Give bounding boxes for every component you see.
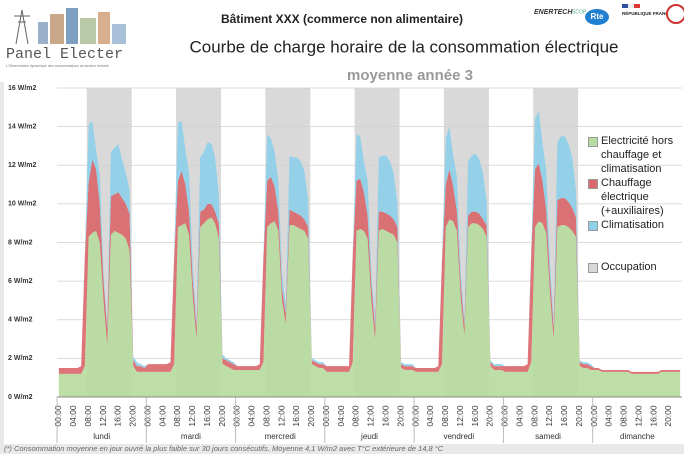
logo-text: Panel Electer [6, 46, 123, 63]
y-tick-label: 8 W/m2 [8, 239, 33, 246]
x-tick-label: 00:00 [410, 405, 420, 427]
y-tick-label: 0 W/m2 [8, 394, 33, 401]
x-tick-label: 20:00 [306, 405, 316, 427]
legend-label: Chauffage électrique (+auxiliaires) [601, 177, 664, 217]
x-tick-label: 20:00 [663, 405, 673, 427]
x-tick-label: 08:00 [529, 405, 539, 427]
x-tick-label: 12:00 [187, 405, 197, 427]
y-tick-label: 14 W/m2 [8, 123, 37, 130]
republic-text: RÉPUBLIQUE FRANÇAISE [622, 9, 679, 16]
y-tick-label: 12 W/m2 [8, 162, 37, 169]
flag [622, 4, 628, 8]
logo-caption: L'Observatoire dynamique des consommatio… [6, 64, 109, 68]
partner-logo: ENERTECH [534, 9, 573, 16]
y-tick-label: 4 W/m2 [8, 317, 33, 324]
x-tick-label: 04:00 [68, 405, 78, 427]
x-tick-label: 20:00 [574, 405, 584, 427]
x-tick-label: 00:00 [321, 405, 331, 427]
x-tick-label: 12:00 [544, 405, 554, 427]
partner-logo-sub: SCOP [572, 9, 587, 15]
x-tick-label: 16:00 [202, 405, 212, 427]
legend-label: Climatisation [601, 219, 664, 231]
day-label: jeudi [360, 432, 378, 441]
x-tick-label: 00:00 [500, 405, 510, 427]
day-label: lundi [93, 432, 110, 441]
day-label: vendredi [443, 432, 474, 441]
x-tick-label: 20:00 [128, 405, 138, 427]
y-tick-label: 6 W/m2 [8, 278, 33, 285]
x-tick-label: 00:00 [142, 405, 152, 427]
x-tick-label: 00:00 [232, 405, 242, 427]
legend-label: Electricité hors chauffage et climatisat… [601, 135, 674, 175]
logo-skyline [14, 8, 126, 45]
x-tick-label: 16:00 [470, 405, 480, 427]
x-tick-label: 12:00 [366, 405, 376, 427]
x-tick-label: 04:00 [604, 405, 614, 427]
area-1 [58, 159, 681, 374]
x-tick-label: 04:00 [425, 405, 435, 427]
y-tick-label: 10 W/m2 [8, 201, 37, 208]
x-tick-label: 16:00 [648, 405, 658, 427]
x-tick-label: 08:00 [83, 405, 93, 427]
x-tick-label: 12:00 [455, 405, 465, 427]
day-label: mercredi [265, 432, 296, 441]
y-tick-label: 2 W/m2 [8, 355, 33, 362]
legend: Electricité hors chauffage et climatisat… [588, 134, 682, 274]
legend-swatch [588, 179, 598, 189]
rte-logo [585, 9, 609, 25]
legend-swatch [588, 137, 598, 147]
x-tick-label: 16:00 [113, 405, 123, 427]
x-tick-label: 04:00 [247, 405, 257, 427]
building-title: Bâtiment XXX (commerce non alimentaire) [221, 12, 463, 26]
x-tick-label: 20:00 [395, 405, 405, 427]
x-tick-label: 16:00 [380, 405, 390, 427]
x-tick-label: 12:00 [98, 405, 108, 427]
y-tick-label: 16 W/m2 [8, 85, 37, 92]
x-tick-label: 12:00 [633, 405, 643, 427]
x-tick-label: 04:00 [336, 405, 346, 427]
x-tick-label: 20:00 [485, 405, 495, 427]
legend-item: Electricité hors chauffage et climatisat… [588, 134, 682, 176]
x-tick-label: 16:00 [559, 405, 569, 427]
x-tick-label: 08:00 [172, 405, 182, 427]
plot [57, 87, 682, 398]
legend-label: Occupation [601, 261, 657, 273]
x-tick-label: 08:00 [440, 405, 450, 427]
chart-subtitle: moyenne année 3 [347, 67, 473, 84]
x-tick-label: 08:00 [351, 405, 361, 427]
day-label: samedi [535, 432, 561, 441]
area-0 [58, 217, 681, 397]
area-2 [58, 111, 681, 372]
rte-text: Rte [591, 12, 604, 21]
x-tick-label: 04:00 [514, 405, 524, 427]
legend-swatch [588, 263, 598, 273]
badge [666, 4, 684, 24]
x-tick-label: 12:00 [276, 405, 286, 427]
x-tick-label: 00:00 [53, 405, 63, 427]
x-tick-label: 04:00 [157, 405, 167, 427]
x-tick-label: 00:00 [589, 405, 599, 427]
x-tick-label: 20:00 [217, 405, 227, 427]
footnote: (*) Consommation moyenne en jour ouvré l… [4, 444, 444, 453]
legend-item: Climatisation [588, 218, 682, 232]
day-label: mardi [181, 432, 201, 441]
x-tick-label: 16:00 [291, 405, 301, 427]
x-tick-label: 08:00 [619, 405, 629, 427]
chart-title: Courbe de charge horaire de la consommat… [189, 37, 618, 56]
x-tick-label: 08:00 [261, 405, 271, 427]
day-label: dimanche [620, 432, 655, 441]
legend-item: Chauffage électrique (+auxiliaires) [588, 176, 682, 218]
legend-item: Occupation [588, 260, 682, 274]
legend-swatch [588, 221, 598, 231]
